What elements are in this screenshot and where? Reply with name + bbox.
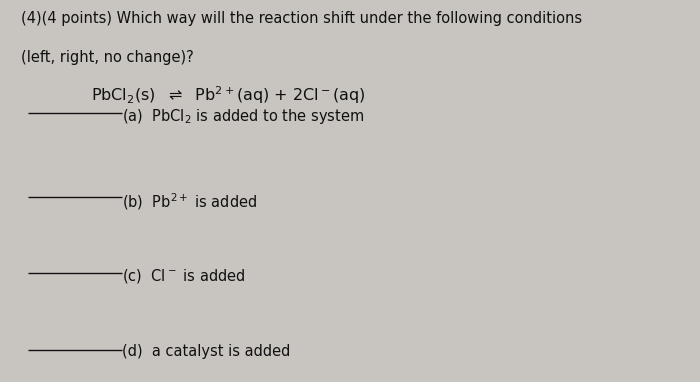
Text: PbCl$_2$(s)  $\rightleftharpoons$  Pb$^{2+}$(aq) + 2Cl$^-$(aq): PbCl$_2$(s) $\rightleftharpoons$ Pb$^{2+… [91, 84, 365, 106]
Text: (b)  Pb$^{2+}$ is added: (b) Pb$^{2+}$ is added [122, 191, 258, 212]
Text: (4)(4 points) Which way will the reaction shift under the following conditions: (4)(4 points) Which way will the reactio… [21, 11, 582, 26]
Text: (c)  Cl$^-$ is added: (c) Cl$^-$ is added [122, 267, 246, 285]
Text: (d)  a catalyst is added: (d) a catalyst is added [122, 344, 291, 359]
Text: (a)  PbCl$_2$ is added to the system: (a) PbCl$_2$ is added to the system [122, 107, 365, 126]
Text: (left, right, no change)?: (left, right, no change)? [21, 50, 194, 65]
